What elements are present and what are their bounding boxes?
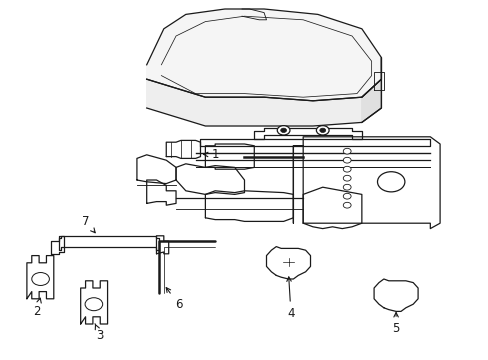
Polygon shape: [27, 256, 54, 299]
Polygon shape: [156, 236, 168, 254]
Circle shape: [343, 202, 350, 208]
Text: 2: 2: [33, 298, 41, 318]
Circle shape: [32, 273, 49, 285]
Polygon shape: [205, 144, 254, 169]
Circle shape: [377, 172, 404, 192]
Text: 6: 6: [166, 288, 182, 311]
Polygon shape: [176, 164, 244, 194]
Circle shape: [343, 157, 350, 163]
Text: 1: 1: [203, 148, 219, 161]
Text: 4: 4: [286, 277, 294, 320]
Polygon shape: [166, 140, 200, 158]
Polygon shape: [361, 58, 381, 122]
Polygon shape: [59, 236, 159, 250]
Circle shape: [319, 128, 325, 132]
Polygon shape: [303, 187, 361, 229]
Polygon shape: [266, 247, 310, 279]
Polygon shape: [373, 279, 417, 311]
Text: 5: 5: [391, 312, 399, 335]
Circle shape: [343, 184, 350, 190]
Circle shape: [343, 175, 350, 181]
Circle shape: [277, 126, 289, 135]
Polygon shape: [146, 9, 381, 101]
Polygon shape: [146, 180, 176, 205]
Polygon shape: [51, 236, 63, 254]
Polygon shape: [205, 191, 293, 221]
Circle shape: [85, 298, 102, 311]
Polygon shape: [254, 128, 361, 139]
Polygon shape: [293, 137, 439, 229]
Circle shape: [280, 128, 286, 132]
Circle shape: [343, 148, 350, 154]
Text: 7: 7: [81, 215, 95, 233]
Polygon shape: [146, 79, 381, 126]
Circle shape: [316, 126, 328, 135]
Polygon shape: [81, 281, 107, 324]
Text: 3: 3: [95, 324, 104, 342]
Polygon shape: [137, 155, 176, 184]
Circle shape: [343, 193, 350, 199]
Circle shape: [343, 166, 350, 172]
Polygon shape: [200, 139, 429, 146]
